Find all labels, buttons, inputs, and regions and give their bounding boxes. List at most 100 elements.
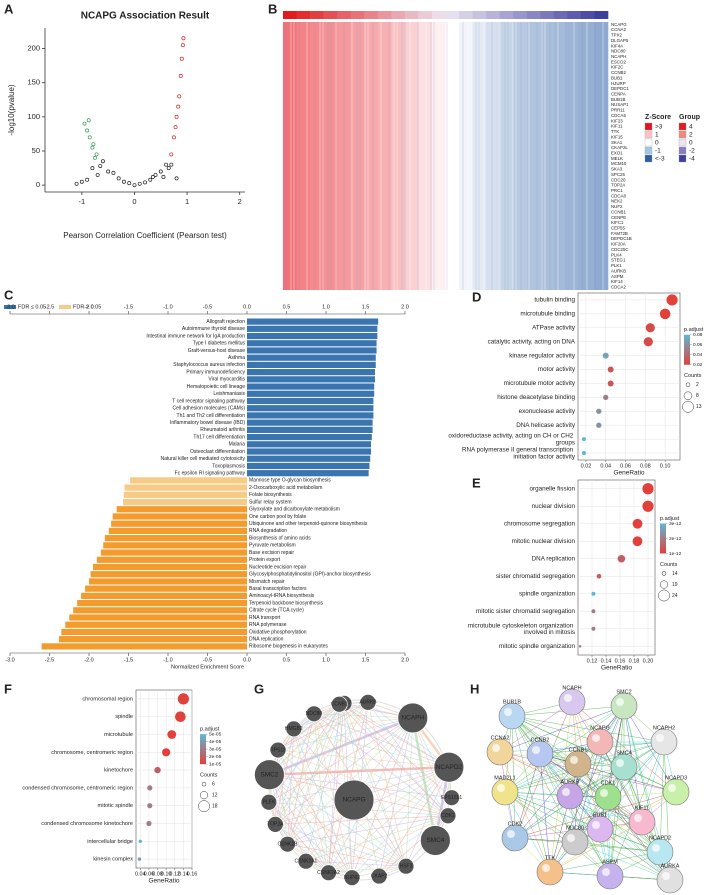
edge xyxy=(504,791,609,798)
point xyxy=(173,125,178,130)
edge xyxy=(339,704,407,867)
bar xyxy=(247,441,372,448)
bar xyxy=(247,455,371,462)
edge xyxy=(599,828,671,881)
point xyxy=(181,36,186,41)
x-tick-label: 0.16 xyxy=(615,658,626,664)
node xyxy=(260,793,278,811)
edge xyxy=(313,713,329,873)
node xyxy=(662,778,690,806)
category-label: Ribosome biogenesis in eukaryotes xyxy=(249,644,328,650)
heatmap-column xyxy=(567,22,582,290)
node xyxy=(359,693,377,711)
panel-label: G xyxy=(254,681,264,696)
node-label: ASPM xyxy=(602,859,618,865)
dot xyxy=(602,352,609,359)
gene-label: SKA3 xyxy=(611,167,623,172)
x-tick-label: 1.0 xyxy=(322,657,330,663)
node xyxy=(558,688,586,716)
x-tick-label: 0.5 xyxy=(283,304,291,310)
point xyxy=(91,142,96,147)
x-tick-label: 0.04 xyxy=(135,871,146,877)
dot xyxy=(591,626,596,631)
gene-label: CENPE xyxy=(611,215,626,220)
gene-label: DEPDC1B xyxy=(611,236,632,241)
edge xyxy=(328,865,407,873)
category-label: Leishmaniasis xyxy=(213,391,245,397)
group-cell xyxy=(391,11,406,19)
node xyxy=(343,869,361,887)
node-highlight xyxy=(668,784,676,792)
category-label: RNA degradation xyxy=(249,528,287,534)
category-label: Inflammatory bowel disease (IBD) xyxy=(170,420,245,426)
edge xyxy=(287,713,315,845)
legend-title: p.adjust xyxy=(684,327,704,333)
dot xyxy=(146,820,152,827)
edge xyxy=(514,753,541,839)
x-tick-label: -1.5 xyxy=(124,657,133,663)
bar xyxy=(130,477,247,484)
bar xyxy=(108,527,247,535)
node-label: TOP2A xyxy=(267,822,284,828)
legend-swatch xyxy=(4,305,16,309)
node-highlight xyxy=(592,821,600,829)
node-label: KIF11 xyxy=(635,805,649,811)
heatmap-column xyxy=(580,22,595,290)
node-label: CSNK2B xyxy=(277,842,298,848)
node xyxy=(279,835,296,853)
heatmap-column xyxy=(431,22,446,290)
x-tick-label: -2.5 xyxy=(45,304,54,310)
y-tick-label: 200 xyxy=(27,43,40,52)
node xyxy=(330,695,348,713)
node-label: SMC4 xyxy=(616,750,631,756)
category-label: One carbon pool by folate xyxy=(249,514,306,520)
gene-label: BUB1B xyxy=(611,97,625,102)
colorbar-label: 0.08 xyxy=(693,332,703,338)
bar xyxy=(92,563,247,571)
legend-label: FDR > 0.05 xyxy=(73,304,101,310)
edge xyxy=(269,774,353,878)
category-label: Oxidative phosphorylation xyxy=(249,629,307,635)
category-label: kinesin complex xyxy=(93,857,133,863)
bar xyxy=(247,318,379,325)
legend-label: 1 xyxy=(655,132,659,139)
node-label: CDK1 xyxy=(601,780,616,786)
edge xyxy=(275,815,448,825)
point xyxy=(176,104,181,109)
legend-title: Counts xyxy=(200,773,218,779)
x-tick-label: 0.06 xyxy=(144,871,155,877)
bar xyxy=(58,636,248,643)
point xyxy=(178,73,183,78)
bar xyxy=(85,585,247,592)
edge xyxy=(499,751,609,798)
node xyxy=(486,738,514,766)
dot xyxy=(603,394,609,401)
gene-label: MELK xyxy=(611,156,623,161)
node-highlight xyxy=(616,759,624,767)
gene-label: DLGAP5 xyxy=(611,38,629,43)
edge xyxy=(511,715,579,765)
category-label: chromosomal region xyxy=(82,696,133,702)
group-cell xyxy=(310,11,324,19)
point xyxy=(166,166,171,171)
category-label: Glyoxylate and dicarboxylate metabolism xyxy=(249,507,340,513)
category-label: Toxoplasmosis xyxy=(212,463,245,469)
x-tick-label: 0.08 xyxy=(152,871,163,877)
size-key xyxy=(685,382,691,387)
category-label: RNA transport xyxy=(249,615,281,621)
gene-label: AURKB xyxy=(611,268,626,273)
node xyxy=(370,867,388,885)
edge xyxy=(549,821,643,873)
edge xyxy=(609,766,625,877)
node-label: NDC80 xyxy=(566,825,584,831)
point xyxy=(137,181,142,186)
node xyxy=(297,852,315,870)
category-label: Th17 cell differentiation xyxy=(193,434,245,440)
x-tick-label: 0.02 xyxy=(581,463,592,469)
node xyxy=(610,753,638,781)
group-cell xyxy=(323,11,338,19)
group-cell xyxy=(431,11,446,19)
node xyxy=(586,728,614,756)
edge xyxy=(504,741,601,793)
bar xyxy=(247,354,376,361)
